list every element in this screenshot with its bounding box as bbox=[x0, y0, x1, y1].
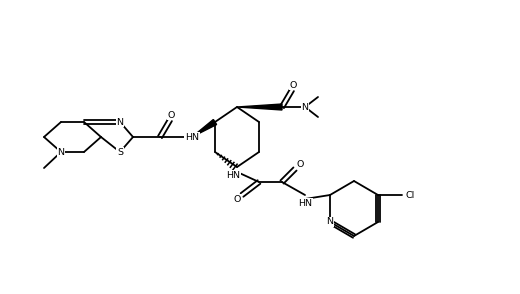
Text: N: N bbox=[327, 218, 333, 226]
Polygon shape bbox=[192, 119, 217, 137]
Text: O: O bbox=[296, 160, 304, 168]
Text: N: N bbox=[302, 103, 308, 111]
Polygon shape bbox=[237, 104, 282, 110]
Text: S: S bbox=[117, 148, 123, 156]
Text: HN: HN bbox=[226, 171, 240, 180]
Text: Cl: Cl bbox=[406, 191, 415, 200]
Text: O: O bbox=[167, 111, 175, 119]
Text: O: O bbox=[233, 195, 241, 203]
Text: N: N bbox=[116, 118, 124, 126]
Text: HN: HN bbox=[185, 133, 199, 141]
Text: HN: HN bbox=[298, 198, 312, 208]
Text: O: O bbox=[289, 81, 297, 89]
Text: N: N bbox=[58, 148, 64, 156]
